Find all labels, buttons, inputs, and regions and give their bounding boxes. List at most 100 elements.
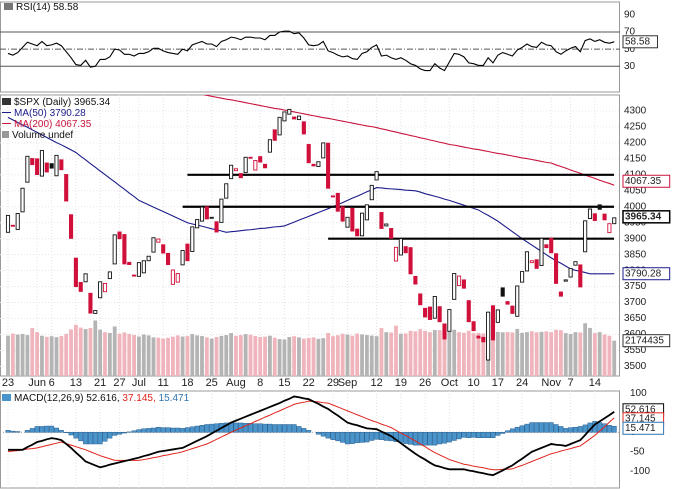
volume-bar <box>132 335 136 376</box>
volume-bar <box>578 332 583 376</box>
histogram-bar <box>102 432 108 442</box>
volume-bar <box>379 328 384 376</box>
volume-bar <box>554 329 558 376</box>
volume-bar <box>612 340 617 376</box>
candle-body <box>335 192 340 212</box>
candle-body <box>486 311 491 361</box>
x-tick-label: 6 <box>49 377 55 389</box>
volume-bar <box>365 335 369 376</box>
histogram-bar <box>146 428 152 433</box>
legend-title: $SPX (Daily) <box>14 97 72 108</box>
x-tick-label: 24 <box>516 377 528 389</box>
histogram-bar <box>543 422 549 433</box>
volume-bar <box>510 332 515 376</box>
candle-body <box>243 156 248 174</box>
candle-body <box>597 204 602 210</box>
candle-body <box>127 261 132 266</box>
volume-bar <box>122 332 127 376</box>
candle-body <box>573 261 578 266</box>
candle-body <box>471 321 476 332</box>
histogram-bar <box>88 432 93 445</box>
histogram-bar <box>509 428 515 433</box>
candle-body <box>170 269 175 285</box>
candle-body <box>558 291 563 297</box>
last-value-box <box>622 267 671 281</box>
histogram-bar <box>121 432 127 434</box>
histogram-bar <box>340 432 346 443</box>
histogram-bar <box>417 432 423 446</box>
candle-body <box>457 275 462 287</box>
candle-body <box>345 216 350 228</box>
volume-bar <box>335 335 340 376</box>
x-tick-label: 21 <box>94 377 106 389</box>
volume-bar <box>83 329 88 376</box>
histogram-bar <box>480 432 486 438</box>
candle-body <box>136 262 142 277</box>
volume-bar <box>403 333 408 376</box>
volume-bar <box>219 335 224 376</box>
histogram-bar <box>54 427 59 433</box>
candle-body <box>132 274 137 277</box>
last-value-box <box>622 174 671 188</box>
histogram-bar <box>432 432 438 446</box>
candle-body <box>35 158 40 175</box>
histogram-bar <box>330 432 336 440</box>
x-tick-label: Jun <box>28 377 46 389</box>
last-value-label: 3965.34 <box>625 211 662 222</box>
legend-title: MACD(12,26,9) <box>14 393 84 404</box>
volume-bar <box>452 329 457 376</box>
candle-body <box>437 306 442 323</box>
histogram-bar <box>558 426 564 433</box>
last-value-label: 4067.35 <box>625 176 662 187</box>
last-value-label: 52.616 <box>625 404 656 415</box>
volume-bar <box>592 333 597 376</box>
volume-bar <box>78 327 83 376</box>
histogram-bar <box>548 422 554 433</box>
candle-body <box>190 226 195 252</box>
candle-body <box>219 198 224 223</box>
last-value-label: 3790.28 <box>625 268 662 279</box>
candle-body <box>592 213 597 221</box>
volume-bar <box>500 332 505 376</box>
histogram-bar <box>5 430 11 433</box>
legend-icon <box>2 131 9 138</box>
histogram-bar <box>243 423 249 433</box>
histogram-bar <box>306 430 312 433</box>
candle-body <box>68 214 74 239</box>
volume-bar <box>175 335 180 376</box>
histogram-bar <box>568 427 574 433</box>
last-value-box <box>622 210 671 224</box>
candle-body <box>59 159 64 171</box>
volume-bar <box>471 333 476 376</box>
y-tick-label: 3900 <box>624 233 647 244</box>
volume-bar <box>437 330 442 376</box>
volume-bar <box>112 326 117 376</box>
histogram-bar <box>282 424 287 433</box>
legend-icon <box>4 3 13 10</box>
volume-bar <box>117 333 122 376</box>
candle-body <box>311 163 316 167</box>
candle-body <box>25 155 30 183</box>
x-tick-label: 11 <box>157 377 168 389</box>
histogram-bar <box>58 430 64 433</box>
volume-bar <box>495 331 500 376</box>
candle-body <box>369 184 374 201</box>
volume-bar <box>505 332 510 376</box>
candle-body <box>408 247 413 275</box>
candle-body <box>229 164 234 180</box>
candle-body <box>578 264 583 288</box>
y-tick-label: 3500 <box>624 361 647 372</box>
candle-body <box>505 301 510 305</box>
histogram-bar <box>10 430 16 433</box>
volume-bar <box>297 337 301 376</box>
volume-bar <box>369 335 374 376</box>
histogram-bar <box>529 422 535 433</box>
histogram-bar <box>476 432 481 438</box>
histogram-bar <box>189 426 195 433</box>
x-tick-label: 17 <box>492 377 504 389</box>
price-legend: $SPX (Daily) 3965.34 MA(50) 3790.28 MA(2… <box>2 97 110 141</box>
histogram-bar <box>252 423 258 433</box>
x-tick-label: 8 <box>257 377 263 389</box>
volume-bar <box>539 331 544 376</box>
